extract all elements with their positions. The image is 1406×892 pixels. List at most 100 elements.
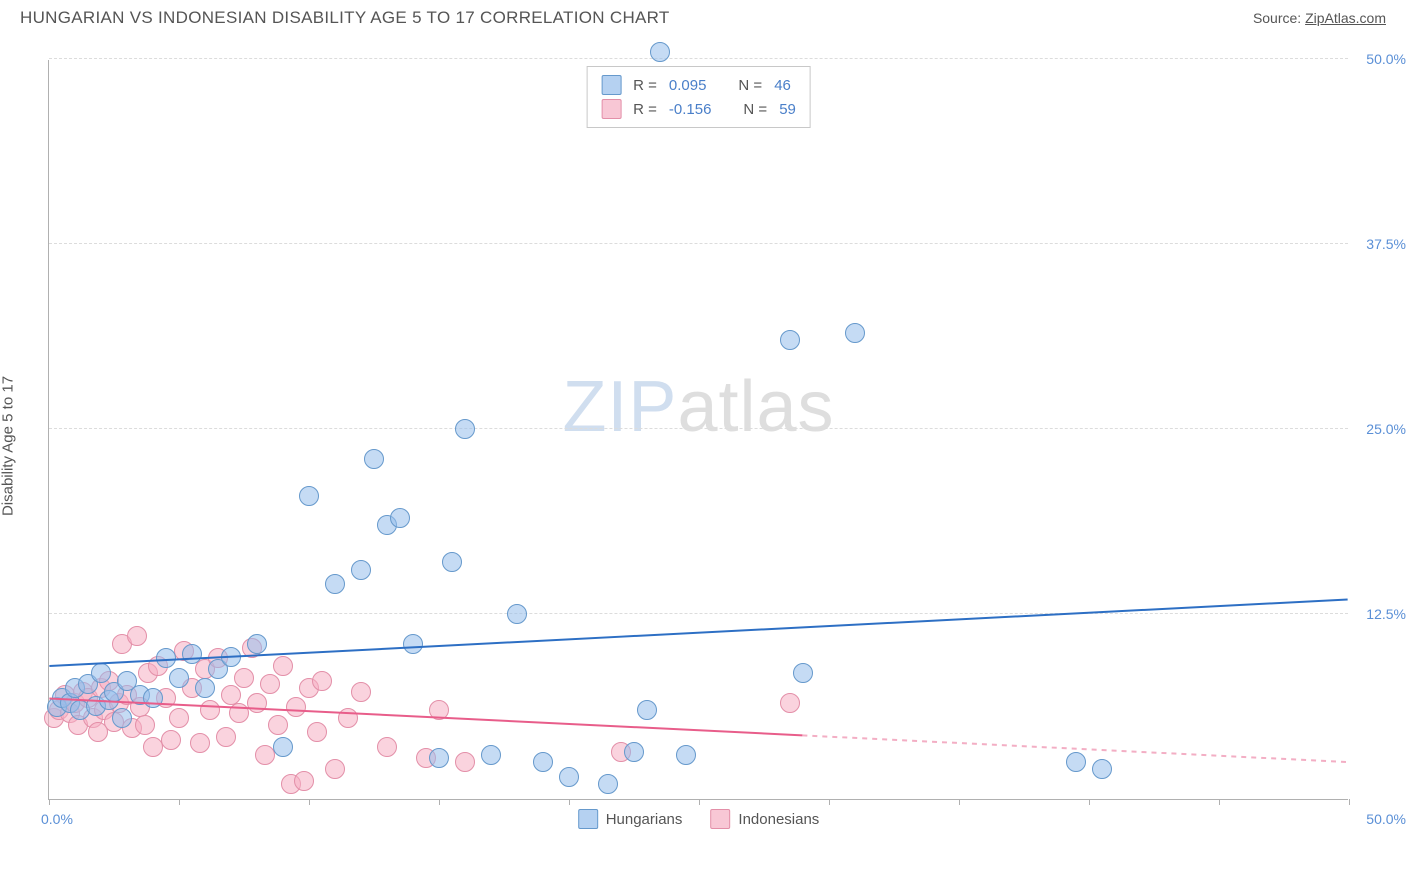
- scatter-point: [273, 737, 293, 757]
- scatter-point: [325, 759, 345, 779]
- stats-row-indonesians: R = -0.156 N = 59: [601, 97, 796, 121]
- scatter-point: [247, 693, 267, 713]
- chart-source: Source: ZipAtlas.com: [1253, 10, 1386, 26]
- scatter-point: [390, 508, 410, 528]
- x-max-label: 50.0%: [1366, 811, 1406, 827]
- scatter-point: [559, 767, 579, 787]
- n-label-1: N =: [743, 101, 767, 118]
- scatter-point: [429, 700, 449, 720]
- scatter-point: [161, 730, 181, 750]
- scatter-point: [598, 774, 618, 794]
- scatter-point: [338, 708, 358, 728]
- scatter-point: [229, 703, 249, 723]
- chart-title: HUNGARIAN VS INDONESIAN DISABILITY AGE 5…: [20, 8, 670, 28]
- scatter-point: [260, 674, 280, 694]
- scatter-point: [273, 656, 293, 676]
- chart-header: HUNGARIAN VS INDONESIAN DISABILITY AGE 5…: [0, 0, 1406, 36]
- series-legend: Hungarians Indonesians: [578, 809, 820, 829]
- scatter-point: [156, 648, 176, 668]
- scatter-point: [286, 697, 306, 717]
- x-tick: [569, 799, 570, 805]
- r-value-0: 0.095: [669, 77, 707, 94]
- legend-item-indonesians: Indonesians: [710, 809, 819, 829]
- indonesians-swatch: [601, 99, 621, 119]
- watermark-atlas: atlas: [677, 367, 834, 447]
- x-tick: [179, 799, 180, 805]
- scatter-point: [442, 552, 462, 572]
- scatter-point: [255, 745, 275, 765]
- r-label-0: R =: [633, 77, 657, 94]
- scatter-point: [507, 604, 527, 624]
- scatter-point: [127, 626, 147, 646]
- scatter-point: [676, 745, 696, 765]
- scatter-point: [780, 330, 800, 350]
- scatter-point: [351, 560, 371, 580]
- x-tick: [829, 799, 830, 805]
- scatter-point: [1092, 759, 1112, 779]
- n-value-0: 46: [774, 77, 791, 94]
- watermark-zip: ZIP: [562, 367, 677, 447]
- scatter-point: [169, 708, 189, 728]
- scatter-point: [637, 700, 657, 720]
- chart-area: ZIPatlas R = 0.095 N = 46 R = -0.156 N =…: [48, 60, 1348, 800]
- scatter-point: [112, 708, 132, 728]
- x-tick: [439, 799, 440, 805]
- hungarians-label: Hungarians: [606, 811, 683, 828]
- x-tick: [1089, 799, 1090, 805]
- scatter-point: [351, 682, 371, 702]
- scatter-point: [481, 745, 501, 765]
- r-label-1: R =: [633, 101, 657, 118]
- scatter-point: [216, 727, 236, 747]
- indonesians-swatch-icon: [710, 809, 730, 829]
- scatter-point: [403, 634, 423, 654]
- indonesians-label: Indonesians: [738, 811, 819, 828]
- scatter-point: [143, 737, 163, 757]
- x-tick: [699, 799, 700, 805]
- scatter-point: [221, 647, 241, 667]
- scatter-point: [247, 634, 267, 654]
- n-label-0: N =: [738, 77, 762, 94]
- y-tick-label: 50.0%: [1366, 51, 1406, 67]
- scatter-point: [455, 419, 475, 439]
- scatter-point: [143, 688, 163, 708]
- hungarians-swatch-icon: [578, 809, 598, 829]
- r-value-1: -0.156: [669, 101, 712, 118]
- y-tick-label: 25.0%: [1366, 421, 1406, 437]
- trend-lines: [49, 60, 1348, 799]
- scatter-point: [190, 733, 210, 753]
- scatter-point: [312, 671, 332, 691]
- scatter-point: [182, 644, 202, 664]
- scatter-point: [325, 574, 345, 594]
- scatter-point: [533, 752, 553, 772]
- scatter-point: [624, 742, 644, 762]
- y-axis-label: Disability Age 5 to 17: [0, 376, 17, 516]
- scatter-point: [268, 715, 288, 735]
- scatter-point: [364, 449, 384, 469]
- scatter-point: [793, 663, 813, 683]
- watermark: ZIPatlas: [562, 366, 834, 448]
- scatter-point: [91, 663, 111, 683]
- scatter-point: [455, 752, 475, 772]
- source-link[interactable]: ZipAtlas.com: [1305, 10, 1386, 26]
- scatter-point: [429, 748, 449, 768]
- gridline: [49, 243, 1348, 244]
- stats-legend: R = 0.095 N = 46 R = -0.156 N = 59: [586, 66, 811, 128]
- source-label: Source:: [1253, 10, 1301, 26]
- scatter-point: [294, 771, 314, 791]
- scatter-point: [307, 722, 327, 742]
- gridline: [49, 428, 1348, 429]
- n-value-1: 59: [779, 101, 796, 118]
- y-tick-label: 37.5%: [1366, 236, 1406, 252]
- x-tick: [1349, 799, 1350, 805]
- scatter-point: [650, 42, 670, 62]
- x-tick: [959, 799, 960, 805]
- scatter-point: [780, 693, 800, 713]
- stats-row-hungarians: R = 0.095 N = 46: [601, 73, 796, 97]
- scatter-point: [299, 486, 319, 506]
- gridline: [49, 58, 1348, 59]
- legend-item-hungarians: Hungarians: [578, 809, 683, 829]
- scatter-point: [845, 323, 865, 343]
- y-tick-label: 12.5%: [1366, 606, 1406, 622]
- x-min-label: 0.0%: [41, 811, 73, 827]
- x-tick: [309, 799, 310, 805]
